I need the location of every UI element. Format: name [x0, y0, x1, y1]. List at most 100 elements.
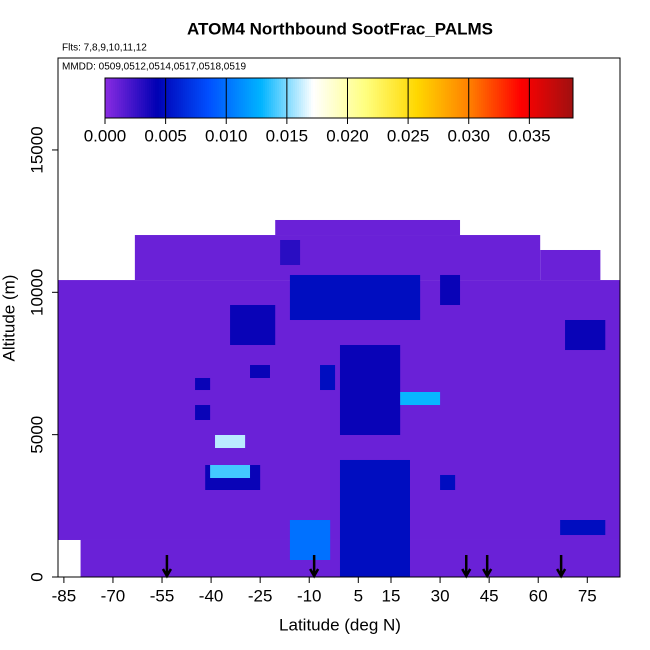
colorbar-swatch	[369, 78, 372, 118]
colorbar-swatch	[187, 78, 190, 118]
colorbar-swatch	[379, 78, 382, 118]
colorbar-swatch	[271, 78, 274, 118]
colorbar-swatch	[391, 78, 394, 118]
colorbar-swatch	[363, 78, 366, 118]
colorbar-swatch	[177, 78, 180, 118]
colorbar-swatch	[265, 78, 268, 118]
colorbar-swatch	[133, 78, 136, 118]
colorbar-swatch	[283, 78, 286, 118]
colorbar-swatch	[533, 78, 536, 118]
colorbar-swatch	[565, 78, 568, 118]
colorbar-swatch	[509, 78, 512, 118]
colorbar-swatch	[547, 78, 550, 118]
heatmap	[58, 219, 620, 577]
colorbar-swatch	[215, 78, 218, 118]
colorbar-swatch	[155, 78, 158, 118]
colorbar-swatch	[267, 78, 270, 118]
colorbar-swatch	[531, 78, 534, 118]
x-tick-label: 45	[480, 586, 499, 605]
colorbar-swatch	[475, 78, 478, 118]
colorbar-swatch	[199, 78, 202, 118]
colorbar-swatch	[397, 78, 400, 118]
colorbar-swatch	[419, 78, 422, 118]
colorbar-swatch	[569, 78, 572, 118]
cell	[540, 249, 601, 281]
colorbar-swatch	[281, 78, 284, 118]
colorbar-swatch	[217, 78, 220, 118]
colorbar-swatch	[389, 78, 392, 118]
colorbar-swatch	[237, 78, 240, 118]
colorbar-swatch	[313, 78, 316, 118]
colorbar-swatch	[381, 78, 384, 118]
colorbar-swatch	[461, 78, 464, 118]
x-tick-label: 30	[431, 586, 450, 605]
colorbar-swatch	[351, 78, 354, 118]
colorbar-swatch	[557, 78, 560, 118]
colorbar-swatch	[121, 78, 124, 118]
x-tick-label: -55	[150, 586, 175, 605]
colorbar-swatch	[109, 78, 112, 118]
colorbar-swatch	[459, 78, 462, 118]
colorbar-swatch	[507, 78, 510, 118]
cell	[339, 345, 401, 435]
colorbar-swatch	[503, 78, 506, 118]
cell	[565, 320, 606, 351]
y-axis-label: Altitude (m)	[0, 275, 18, 362]
colorbar-swatch	[241, 78, 244, 118]
colorbar-swatch	[551, 78, 554, 118]
colorbar-swatch	[219, 78, 222, 118]
colorbar-swatch	[143, 78, 146, 118]
colorbar-swatch	[481, 78, 484, 118]
colorbar-swatch	[331, 78, 334, 118]
colorbar-swatch	[125, 78, 128, 118]
colorbar-swatch	[169, 78, 172, 118]
colorbar-swatch	[403, 78, 406, 118]
colorbar-swatch	[303, 78, 306, 118]
cell	[280, 240, 301, 266]
colorbar-swatch	[297, 78, 300, 118]
colorbar-swatch	[465, 78, 468, 118]
cell	[339, 459, 410, 577]
colorbar-swatch	[105, 78, 108, 118]
plot-frame	[57, 57, 621, 578]
cell	[440, 474, 456, 490]
colorbar-swatch	[555, 78, 558, 118]
colorbar-swatch	[499, 78, 502, 118]
colorbar-swatch	[519, 78, 522, 118]
profile-arrow	[461, 555, 472, 579]
colorbar-swatch	[311, 78, 314, 118]
colorbar-swatch	[477, 78, 480, 118]
colorbar-swatch	[501, 78, 504, 118]
x-tick-label: -85	[52, 586, 77, 605]
dates-note: MMDD: 0509,0512,0514,0517,0518,0519	[62, 62, 246, 73]
cell	[440, 274, 461, 306]
colorbar-swatch	[141, 78, 144, 118]
colorbar-swatch	[235, 78, 238, 118]
y-tick-label: 15000	[27, 126, 46, 173]
colorbar-swatch	[439, 78, 442, 118]
colorbar-swatch	[341, 78, 344, 118]
colorbar-swatch	[213, 78, 216, 118]
cell	[210, 465, 251, 479]
profile-arrow	[161, 555, 173, 579]
cell	[134, 235, 541, 281]
cell	[275, 219, 461, 236]
colorbar-swatch	[357, 78, 360, 118]
x-tick-label: 60	[529, 586, 548, 605]
colorbar-swatch	[525, 78, 528, 118]
colorbar-swatch	[179, 78, 182, 118]
colorbar-swatch	[153, 78, 156, 118]
colorbar-swatch	[471, 78, 474, 118]
x-tick-label: -40	[199, 586, 224, 605]
colorbar-swatch	[485, 78, 488, 118]
colorbar-swatch	[107, 78, 110, 118]
colorbar-swatch	[479, 78, 482, 118]
colorbar-swatch	[263, 78, 266, 118]
colorbar-swatch	[243, 78, 246, 118]
colorbar-swatch	[523, 78, 526, 118]
colorbar-swatch	[209, 78, 212, 118]
colorbar-swatch	[165, 78, 168, 118]
cell	[250, 365, 270, 378]
colorbar-swatch	[327, 78, 330, 118]
colorbar-swatch	[193, 78, 196, 118]
